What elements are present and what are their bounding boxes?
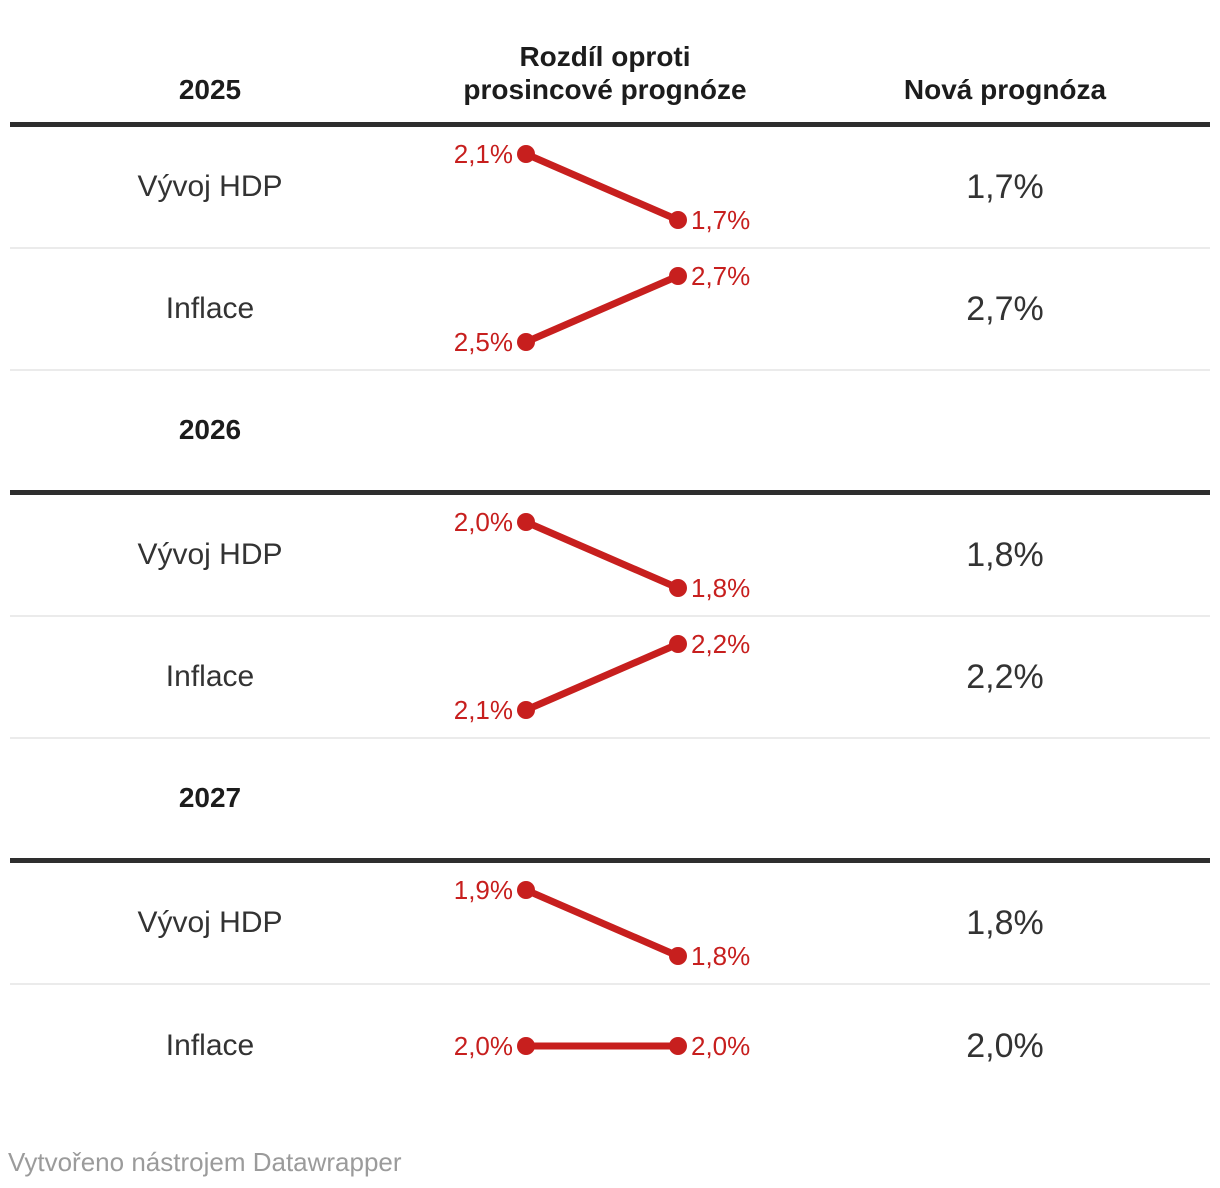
- section-separator-row: 2026: [10, 371, 1210, 495]
- slope-chart-svg: 2,0% 1,8%: [454, 507, 751, 603]
- row-label: Vývoj HDP: [137, 538, 283, 571]
- new-forecast-value: 1,7%: [966, 167, 1044, 206]
- slope-chart: 2,1% 2,2%: [410, 617, 800, 737]
- slope-chart: 2,1% 1,7%: [410, 127, 800, 247]
- slope-line: [524, 518, 680, 592]
- slope-dot-old: [517, 513, 535, 531]
- table-row: Inflace 2,1% 2,2% 2,2%: [10, 617, 1210, 739]
- slope-old-value-label: 2,1%: [454, 139, 513, 169]
- forecast-table: 2025 Rozdíl oproti prosincové prognóze N…: [10, 0, 1210, 1107]
- datawrapper-credit: Vytvořeno nástrojem Datawrapper: [8, 1147, 402, 1177]
- column-header-difference-line1: Rozdíl oproti: [519, 40, 691, 72]
- slope-dot-new: [669, 579, 687, 597]
- new-forecast-value: 1,8%: [966, 903, 1044, 942]
- slope-dot-old: [517, 1037, 535, 1055]
- slope-chart-svg: 2,1% 1,7%: [454, 139, 751, 235]
- slope-chart: 1,9% 1,8%: [410, 863, 800, 983]
- column-header-difference-line2: prosincové prognóze: [463, 73, 747, 105]
- column-header-new-forecast: Nová prognóza: [903, 73, 1107, 105]
- slope-chart: 2,0% 2,0%: [410, 986, 800, 1106]
- section-year-2027: 2027: [178, 782, 242, 814]
- slope-dot-new: [669, 635, 687, 653]
- column-header-difference: Rozdíl oproti prosincové prognóze: [410, 40, 800, 106]
- row-label: Inflace: [165, 1029, 255, 1062]
- slope-line: [524, 150, 680, 224]
- slope-chart: 2,0% 1,8%: [410, 495, 800, 615]
- slope-old-value-label: 2,5%: [454, 327, 513, 357]
- slope-chart-svg: 1,9% 1,8%: [454, 875, 751, 971]
- row-label: Inflace: [165, 292, 255, 325]
- section-year-2026: 2026: [178, 414, 242, 446]
- new-forecast-value: 2,0%: [966, 1026, 1044, 1065]
- row-label: Inflace: [165, 660, 255, 693]
- slope-dot-old: [517, 701, 535, 719]
- slope-dot-old: [517, 881, 535, 899]
- table-row: Vývoj HDP 1,9% 1,8% 1,8%: [10, 863, 1210, 985]
- slope-chart-svg: 2,1% 2,2%: [454, 629, 751, 725]
- slope-old-value-label: 2,0%: [454, 1031, 513, 1061]
- slope-dot-new: [669, 947, 687, 965]
- slope-old-value-label: 2,0%: [454, 507, 513, 537]
- slope-new-value-label: 1,8%: [691, 941, 750, 971]
- table-row: Vývoj HDP 2,1% 1,7% 1,7%: [10, 127, 1210, 249]
- slope-line: [524, 640, 680, 714]
- section-separator-row: 2027: [10, 739, 1210, 863]
- table-row: Inflace 2,5% 2,7% 2,7%: [10, 249, 1210, 371]
- slope-dot-new: [669, 1037, 687, 1055]
- slope-new-value-label: 1,8%: [691, 573, 750, 603]
- table-row: Inflace 2,0% 2,0% 2,0%: [10, 985, 1210, 1107]
- slope-chart: 2,5% 2,7%: [410, 249, 800, 369]
- slope-dot-new: [669, 267, 687, 285]
- slope-new-value-label: 1,7%: [691, 205, 750, 235]
- slope-new-value-label: 2,0%: [691, 1031, 750, 1061]
- section-year-2025: 2025: [178, 73, 242, 105]
- slope-line: [524, 886, 680, 960]
- row-label: Vývoj HDP: [137, 170, 283, 203]
- table-header-row: 2025 Rozdíl oproti prosincové prognóze N…: [10, 0, 1210, 127]
- slope-new-value-label: 2,2%: [691, 629, 750, 659]
- new-forecast-value: 1,8%: [966, 535, 1044, 574]
- slope-old-value-label: 2,1%: [454, 695, 513, 725]
- slope-new-value-label: 2,7%: [691, 261, 750, 291]
- slope-chart-svg: 2,0% 2,0%: [454, 1031, 751, 1061]
- slope-dot-new: [669, 211, 687, 229]
- table-row: Vývoj HDP 2,0% 1,8% 1,8%: [10, 495, 1210, 617]
- slope-dot-old: [517, 145, 535, 163]
- new-forecast-value: 2,2%: [966, 657, 1044, 696]
- row-label: Vývoj HDP: [137, 906, 283, 939]
- new-forecast-value: 2,7%: [966, 289, 1044, 328]
- slope-line: [524, 272, 680, 346]
- slope-chart-svg: 2,5% 2,7%: [454, 261, 751, 357]
- slope-old-value-label: 1,9%: [454, 875, 513, 905]
- slope-dot-old: [517, 333, 535, 351]
